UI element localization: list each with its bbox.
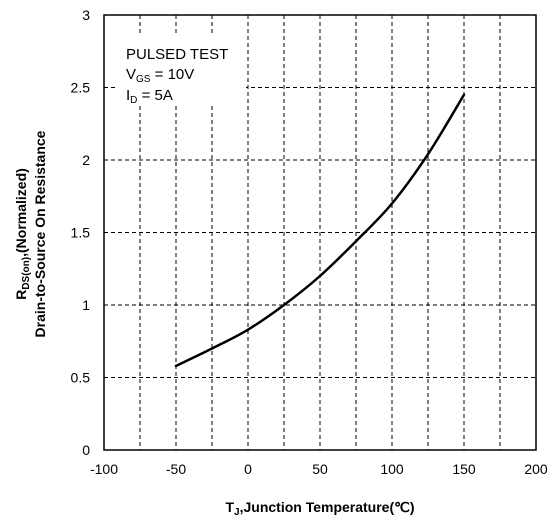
annotation-pulsed-test: PULSED TEST	[126, 46, 228, 63]
x-tick-label: 200	[524, 461, 548, 477]
y-axis-title: RDS(on),(Normalized) Drain-to-Source On …	[13, 130, 48, 337]
plot-frame	[103, 14, 537, 451]
series-line	[174, 93, 466, 368]
annotation-background	[118, 36, 246, 106]
x-axis-title: TJ,Junction Temperature(℃)	[225, 499, 414, 518]
y-axis-title-line2: Drain-to-Source On Resistance	[32, 130, 48, 337]
y-tick-label: 0.5	[71, 370, 91, 386]
y-tick-label: 0	[82, 442, 90, 458]
y-tick-label: 3	[82, 7, 90, 23]
x-tick-label: 100	[380, 461, 404, 477]
y-axis-title-line1: RDS(on),(Normalized)	[13, 168, 32, 300]
y-tick-label: 2.5	[71, 80, 91, 96]
x-tick-label: -50	[166, 461, 186, 477]
y-tick-label: 1	[82, 297, 90, 313]
x-tick-label: 0	[244, 461, 252, 477]
tick-labels: -100 -50 0 50 100 150 200 0 0.5 1 1.5 2 2.5 3	[71, 7, 548, 477]
x-tick-label: 50	[312, 461, 328, 477]
annotation-vgs: VGS = 10V	[126, 66, 194, 85]
x-tick-label: 150	[452, 461, 476, 477]
annotation-block: PULSED TEST VGS = 10V ID = 5A	[118, 36, 246, 106]
annotation-id: ID = 5A	[126, 87, 173, 106]
x-tick-label: -100	[90, 461, 118, 477]
y-tick-label: 1.5	[71, 225, 91, 241]
y-tick-label: 2	[82, 152, 90, 168]
